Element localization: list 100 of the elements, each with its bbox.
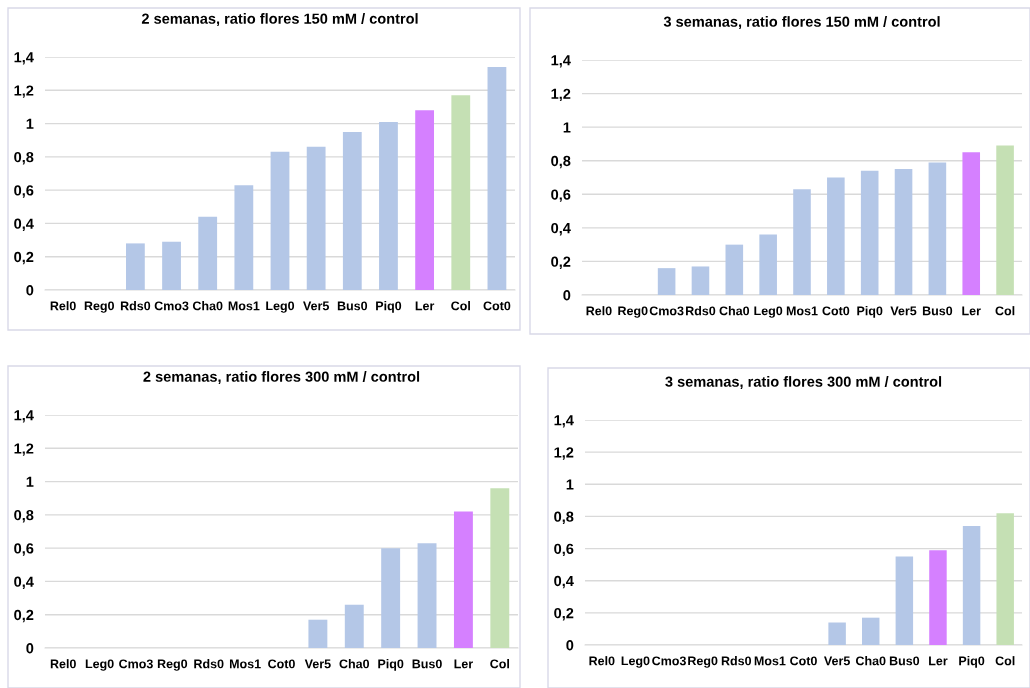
y-tick-label: 1	[26, 476, 34, 487]
bar	[861, 617, 880, 645]
bar	[895, 556, 914, 645]
x-tick-label: Piq0	[959, 656, 985, 668]
x-tick-label: Rel0	[586, 306, 612, 316]
x-tick-label: Ler	[454, 659, 473, 669]
y-tick-label: 0,6	[551, 189, 571, 202]
bar	[453, 511, 473, 648]
bar	[894, 169, 913, 295]
y-tick-label: 0,2	[551, 256, 571, 269]
x-tick-label: Cmo3	[154, 301, 189, 311]
bar	[125, 243, 145, 290]
x-tick-label: Cot0	[268, 659, 295, 669]
bar	[306, 146, 326, 290]
y-tick-label: 1,2	[14, 85, 34, 98]
bar	[344, 604, 364, 648]
x-tick-label: Ler	[962, 306, 981, 316]
chart-title: 2 semanas, ratio flores 150 mM / control	[141, 13, 418, 26]
bar	[962, 526, 981, 645]
bar	[996, 513, 1014, 645]
bar	[962, 152, 981, 295]
bar	[996, 145, 1014, 295]
x-tick-label: Col	[451, 301, 470, 311]
y-tick-label: 1,4	[551, 55, 571, 68]
y-tick-label: 0,2	[14, 251, 34, 265]
bar	[657, 268, 676, 295]
y-tick-label: 0,6	[14, 185, 34, 198]
x-tick-label: Ver5	[303, 301, 330, 311]
x-tick-label: Col	[490, 659, 509, 669]
bar	[162, 241, 181, 290]
y-tick-label: 0	[26, 643, 34, 654]
x-tick-label: Rds0	[721, 656, 752, 666]
x-tick-label: Bus0	[337, 301, 368, 311]
x-tick-label: Cha0	[719, 306, 750, 316]
x-tick-label: Bus0	[889, 656, 920, 666]
x-tick-label: Leg0	[621, 656, 650, 668]
x-tick-label: Cmo3	[649, 306, 684, 316]
bar	[379, 121, 398, 290]
x-tick-label: Cot0	[790, 656, 817, 666]
y-tick-label: 0	[26, 285, 34, 296]
bar	[342, 131, 362, 290]
x-tick-label: Piq0	[857, 306, 883, 318]
bar	[793, 189, 811, 295]
y-tick-label: 0,8	[14, 151, 34, 165]
x-tick-label: Reg0	[157, 659, 188, 671]
bar	[198, 216, 218, 290]
x-tick-label: Ver5	[890, 306, 917, 316]
x-tick-label: Ver5	[304, 659, 331, 669]
x-tick-label: Ler	[929, 656, 948, 666]
chart-title: 2 semanas, ratio flores 300 mM / control	[143, 371, 420, 384]
y-tick-label: 1	[26, 118, 34, 129]
x-tick-label: Cot0	[822, 306, 850, 316]
y-tick-label: 1,4	[14, 52, 34, 65]
x-tick-label: Rel0	[50, 659, 76, 669]
bar	[415, 110, 435, 290]
bar	[828, 622, 846, 645]
y-tick-label: 0,4	[14, 218, 34, 231]
bar	[691, 266, 710, 295]
x-tick-label: Piq0	[378, 659, 404, 671]
bar	[487, 66, 507, 290]
x-tick-label: Reg0	[688, 656, 718, 668]
bar	[490, 488, 510, 648]
y-tick-label: 0,8	[554, 511, 574, 524]
bar	[860, 170, 879, 295]
x-tick-label: Reg0	[84, 301, 114, 313]
y-tick-label: 0	[563, 290, 571, 301]
x-tick-label: Rds0	[194, 659, 224, 669]
x-tick-label: Mos1	[229, 659, 261, 669]
y-tick-label: 1	[566, 479, 574, 490]
y-tick-label: 0,4	[551, 222, 571, 236]
x-tick-label: Leg0	[85, 659, 114, 671]
bar	[929, 550, 947, 645]
bar	[725, 244, 744, 295]
y-tick-label: 0,2	[554, 607, 574, 621]
y-tick-label: 1,2	[551, 88, 571, 102]
y-tick-label: 0,6	[14, 543, 34, 556]
bar	[417, 543, 437, 648]
bar	[451, 95, 471, 290]
x-tick-label: Leg0	[754, 306, 783, 318]
x-tick-label: Leg0	[266, 301, 295, 313]
x-tick-label: Mos1	[754, 656, 786, 666]
x-tick-label: Col	[995, 306, 1015, 316]
x-tick-label: Cha0	[192, 301, 223, 311]
x-tick-label: Cha0	[855, 656, 886, 666]
x-tick-label: Bus0	[922, 306, 953, 316]
x-tick-label: Bus0	[412, 659, 442, 669]
bar	[270, 151, 290, 290]
bar	[928, 162, 947, 295]
x-tick-label: Rds0	[686, 306, 716, 316]
x-tick-label: Reg0	[618, 306, 648, 318]
y-tick-label: 0,6	[554, 543, 574, 557]
y-tick-label: 0,8	[551, 155, 571, 169]
y-tick-label: 1	[563, 122, 571, 133]
bar	[759, 234, 777, 295]
bar	[381, 548, 401, 648]
y-tick-label: 0,8	[14, 509, 34, 523]
y-tick-label: 0,4	[14, 576, 34, 589]
y-tick-label: 1,2	[14, 443, 34, 456]
y-tick-label: 0	[566, 640, 574, 651]
y-tick-label: 1,2	[554, 447, 574, 460]
